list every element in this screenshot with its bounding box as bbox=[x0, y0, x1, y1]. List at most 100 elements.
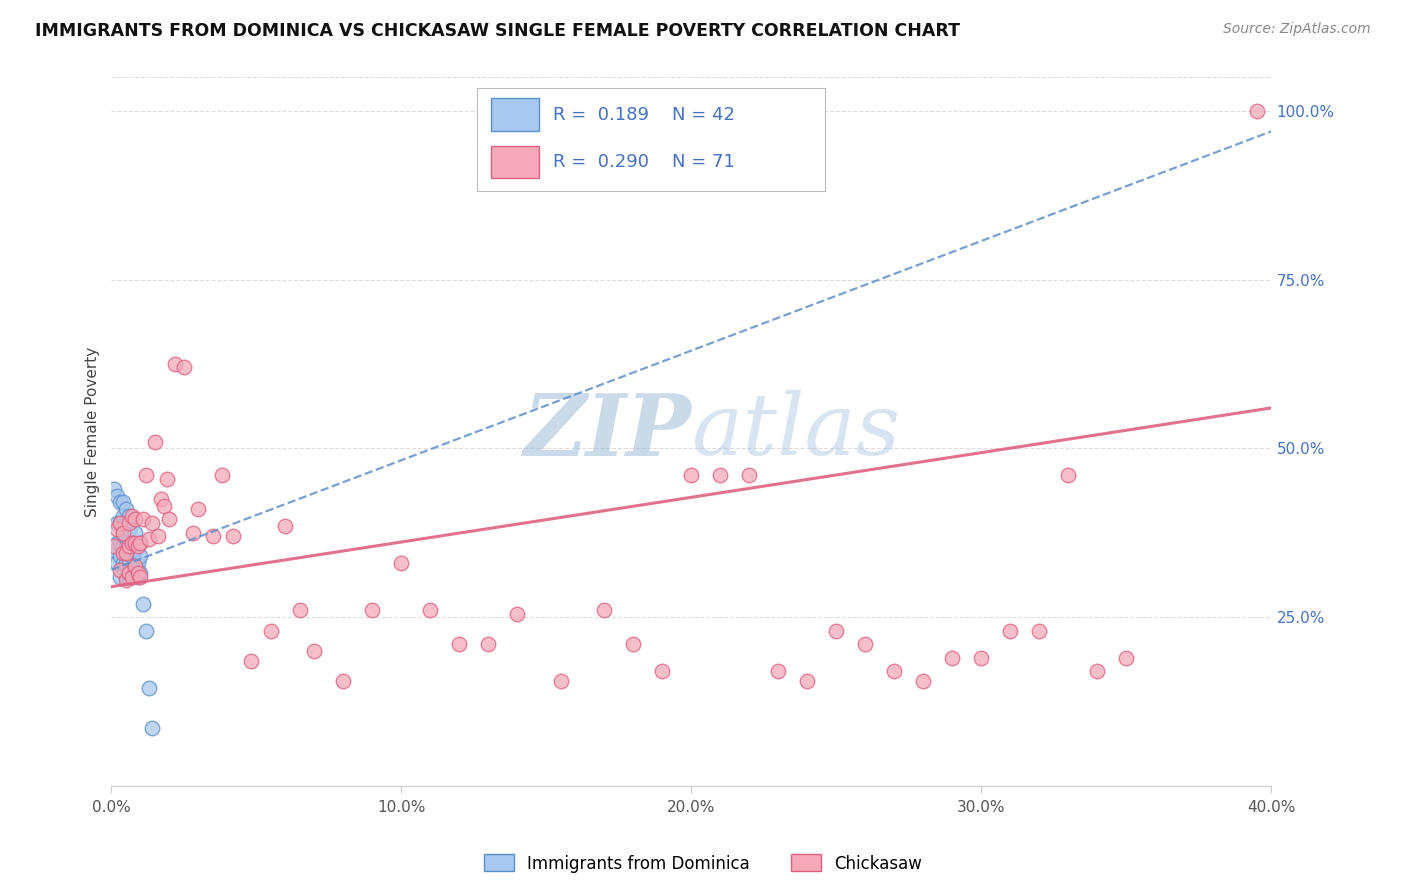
Point bbox=[883, 664, 905, 678]
Point bbox=[124, 525, 146, 540]
Point bbox=[103, 539, 125, 553]
Point bbox=[115, 569, 138, 583]
Text: IMMIGRANTS FROM DOMINICA VS CHICKASAW SINGLE FEMALE POVERTY CORRELATION CHART: IMMIGRANTS FROM DOMINICA VS CHICKASAW SI… bbox=[35, 22, 960, 40]
Point bbox=[141, 722, 163, 736]
Point bbox=[1115, 650, 1137, 665]
Point bbox=[124, 542, 146, 557]
Point bbox=[105, 522, 128, 536]
Point bbox=[108, 516, 131, 530]
Text: ZIP: ZIP bbox=[523, 390, 692, 474]
Point bbox=[477, 637, 499, 651]
Point bbox=[187, 502, 209, 516]
Point bbox=[108, 495, 131, 509]
Point bbox=[260, 624, 283, 638]
Point bbox=[111, 508, 134, 523]
Point bbox=[124, 536, 146, 550]
Point bbox=[105, 556, 128, 570]
Point bbox=[115, 546, 138, 560]
Legend: Immigrants from Dominica, Chickasaw: Immigrants from Dominica, Chickasaw bbox=[477, 847, 929, 880]
Point bbox=[121, 569, 143, 583]
Point bbox=[105, 536, 128, 550]
Point bbox=[304, 644, 326, 658]
Point bbox=[115, 556, 138, 570]
Point bbox=[152, 499, 174, 513]
Point bbox=[115, 502, 138, 516]
Point bbox=[124, 559, 146, 574]
Point bbox=[105, 489, 128, 503]
Point bbox=[332, 674, 354, 689]
Point bbox=[111, 546, 134, 560]
Point bbox=[709, 468, 731, 483]
Point bbox=[105, 516, 128, 530]
Point bbox=[115, 516, 138, 530]
Point bbox=[141, 516, 163, 530]
Point bbox=[127, 539, 149, 553]
Point bbox=[1246, 104, 1268, 119]
Point bbox=[912, 674, 935, 689]
Point bbox=[118, 542, 141, 557]
Point bbox=[118, 566, 141, 581]
Point bbox=[132, 512, 155, 526]
Point bbox=[118, 508, 141, 523]
Point bbox=[129, 536, 152, 550]
Point bbox=[129, 536, 152, 550]
Point bbox=[121, 536, 143, 550]
Text: Source: ZipAtlas.com: Source: ZipAtlas.com bbox=[1223, 22, 1371, 37]
Point bbox=[1085, 664, 1108, 678]
Point bbox=[1057, 468, 1080, 483]
Point bbox=[121, 508, 143, 523]
Point bbox=[651, 664, 673, 678]
Point bbox=[288, 603, 311, 617]
Point bbox=[135, 468, 157, 483]
Point bbox=[129, 569, 152, 583]
Point bbox=[149, 491, 172, 506]
Point bbox=[550, 674, 572, 689]
Point bbox=[768, 664, 790, 678]
Point bbox=[115, 573, 138, 587]
Point bbox=[108, 516, 131, 530]
Point bbox=[115, 529, 138, 543]
Point bbox=[103, 542, 125, 557]
Point bbox=[419, 603, 441, 617]
Point bbox=[111, 525, 134, 540]
Point bbox=[111, 556, 134, 570]
Point bbox=[118, 516, 141, 530]
Point bbox=[111, 539, 134, 553]
Point bbox=[124, 512, 146, 526]
Point bbox=[124, 559, 146, 574]
Point bbox=[621, 637, 644, 651]
Point bbox=[389, 556, 412, 570]
Point bbox=[796, 674, 818, 689]
Point bbox=[146, 529, 169, 543]
Point bbox=[127, 556, 149, 570]
Point bbox=[201, 529, 224, 543]
Point bbox=[135, 624, 157, 638]
Point bbox=[143, 434, 166, 449]
Point bbox=[115, 539, 138, 553]
Point bbox=[129, 566, 152, 581]
Point bbox=[111, 495, 134, 509]
Point bbox=[138, 533, 160, 547]
Point bbox=[108, 536, 131, 550]
Point bbox=[681, 468, 703, 483]
Point bbox=[157, 512, 180, 526]
Point bbox=[118, 522, 141, 536]
Point bbox=[449, 637, 471, 651]
Point bbox=[593, 603, 616, 617]
Point bbox=[165, 357, 187, 371]
Point bbox=[211, 468, 233, 483]
Point bbox=[1028, 624, 1050, 638]
Point bbox=[118, 569, 141, 583]
Point bbox=[155, 472, 177, 486]
Point bbox=[111, 525, 134, 540]
Point bbox=[274, 519, 297, 533]
Point bbox=[103, 482, 125, 496]
Point bbox=[506, 607, 529, 621]
Point bbox=[825, 624, 848, 638]
Point bbox=[853, 637, 876, 651]
Point bbox=[173, 360, 195, 375]
Point bbox=[181, 525, 204, 540]
Text: atlas: atlas bbox=[692, 390, 900, 473]
Point bbox=[121, 569, 143, 583]
Point bbox=[239, 654, 262, 668]
